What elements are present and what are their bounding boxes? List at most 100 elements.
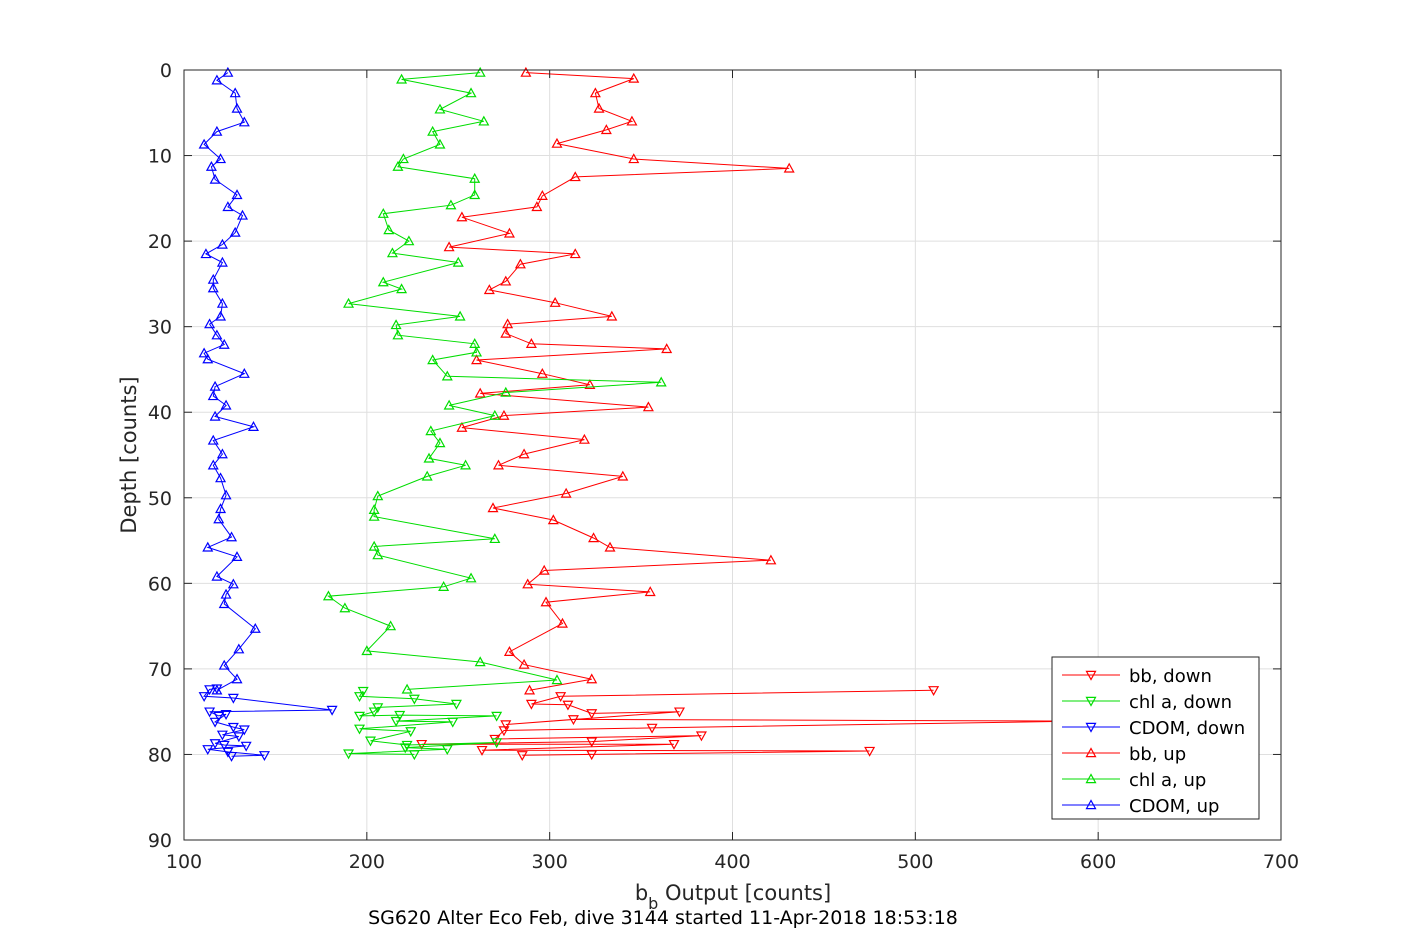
data-point-cdom-up xyxy=(205,160,217,171)
data-point-chl-a-down xyxy=(491,711,503,722)
data-point-bb-up xyxy=(518,658,530,669)
data-point-chl-a-up xyxy=(427,125,439,136)
data-point-cdom-down xyxy=(204,685,216,696)
series-chl-a-down xyxy=(343,686,503,761)
data-point-cdom-up xyxy=(215,153,227,164)
y-tick-label: 60 xyxy=(148,573,172,595)
data-point-cdom-up xyxy=(231,102,243,113)
data-point-cdom-up xyxy=(238,116,250,127)
data-point-cdom-up xyxy=(218,338,230,349)
data-point-chl-a-up xyxy=(421,470,433,481)
data-point-chl-a-up xyxy=(445,199,457,210)
data-point-chl-a-up xyxy=(655,376,667,387)
y-tick-label: 70 xyxy=(148,659,172,681)
data-point-cdom-up xyxy=(218,659,230,670)
data-point-chl-a-up xyxy=(427,354,439,365)
chart-title: SG620 Alter Eco Feb, dive 3144 started 1… xyxy=(368,907,958,929)
data-point-cdom-down xyxy=(198,692,210,703)
data-point-cdom-down xyxy=(220,710,232,720)
data-point-bb-up xyxy=(661,343,673,354)
data-point-bb-up xyxy=(538,564,550,575)
data-point-chl-a-up xyxy=(392,160,404,171)
data-point-chl-a-up xyxy=(454,310,466,321)
series-line-chl-a-down xyxy=(348,690,497,755)
data-point-bb-up xyxy=(483,284,495,295)
data-point-bb-down xyxy=(516,751,528,762)
series-line-bb-down xyxy=(421,689,1079,756)
data-point-bb-up xyxy=(617,470,629,481)
data-point-cdom-up xyxy=(207,459,219,470)
legend-marker xyxy=(1085,696,1097,707)
y-tick-label: 90 xyxy=(148,830,172,852)
series-line-bb-up xyxy=(448,72,790,691)
data-point-chl-a-up xyxy=(434,138,446,149)
data-point-bb-down xyxy=(476,745,488,756)
data-point-cdom-up xyxy=(222,66,234,77)
data-point-chl-a-down xyxy=(354,692,366,703)
plot-area: 100 200 300 400 500 600 700 0 10 20 30 40 50 60 70 80 9… xyxy=(148,60,1299,873)
data-point-bb-up xyxy=(522,578,534,589)
data-point-cdom-up xyxy=(218,598,230,609)
data-point-bb-down xyxy=(668,739,680,750)
data-point-cdom-up xyxy=(231,189,243,200)
data-point-cdom-up xyxy=(227,578,239,589)
data-point-cdom-up xyxy=(213,513,225,524)
x-axis-label-rest: Output [counts] xyxy=(658,881,831,905)
data-point-bb-up xyxy=(628,153,640,164)
x-tick-label: 100 xyxy=(166,851,202,873)
data-point-chl-a-up xyxy=(386,247,398,258)
data-point-bb-up xyxy=(586,673,598,684)
data-point-cdom-down xyxy=(326,705,338,716)
y-tick-label: 20 xyxy=(148,231,172,253)
data-point-cdom-up xyxy=(249,622,261,633)
data-point-chl-a-up xyxy=(385,620,397,631)
data-point-chl-a-up xyxy=(403,235,415,246)
data-point-chl-a-down xyxy=(408,750,420,761)
data-point-bb-down xyxy=(695,731,707,742)
data-point-bb-up xyxy=(518,448,530,459)
legend: bb, down chl a, down CDOM, down bb, up chl a… xyxy=(1051,656,1260,820)
data-point-cdom-up xyxy=(204,318,216,329)
legend-entry-chl-a-down: chl a, down xyxy=(1062,692,1232,713)
data-point-chl-a-up xyxy=(443,399,455,410)
legend-marker xyxy=(1085,773,1097,784)
data-point-bb-up xyxy=(514,258,526,269)
data-point-chl-a-up xyxy=(489,409,501,420)
data-point-chl-a-down xyxy=(368,707,380,718)
y-tick-label: 0 xyxy=(160,60,172,82)
data-point-bb-up xyxy=(536,190,548,200)
data-point-bb-up xyxy=(492,459,504,470)
data-point-chl-a-up xyxy=(397,153,409,164)
data-point-chl-a-up xyxy=(434,103,446,114)
y-tick-label: 30 xyxy=(148,317,172,339)
data-point-chl-a-down xyxy=(390,716,402,727)
data-point-bb-up xyxy=(569,171,581,182)
data-point-bb-up xyxy=(443,241,455,252)
data-point-chl-a-up xyxy=(474,656,486,667)
data-point-chl-a-up xyxy=(339,602,351,613)
data-point-bb-up xyxy=(626,115,638,126)
data-point-chl-a-up xyxy=(372,490,384,501)
data-point-bb-down xyxy=(525,699,537,710)
data-point-chl-a-up xyxy=(474,66,486,77)
data-point-cdom-up xyxy=(209,173,221,184)
data-point-chl-a-up xyxy=(441,370,453,381)
data-point-chl-a-down xyxy=(408,694,420,705)
data-point-chl-a-down xyxy=(399,743,411,754)
data-point-cdom-up xyxy=(220,489,232,500)
series-chl-a-up xyxy=(322,66,667,694)
data-point-bb-up xyxy=(549,296,561,307)
legend-label: CDOM, up xyxy=(1129,796,1219,817)
data-point-cdom-down xyxy=(209,717,221,728)
legend-marker xyxy=(1085,799,1097,810)
data-point-cdom-down xyxy=(240,741,252,752)
data-point-chl-a-down xyxy=(405,727,417,738)
series-group xyxy=(198,66,1084,762)
data-point-chl-a-down xyxy=(343,749,355,760)
data-point-cdom-up xyxy=(209,380,221,391)
data-point-bb-up xyxy=(551,137,563,148)
x-axis-ticks: 100 200 300 400 500 600 700 xyxy=(166,70,1299,873)
data-point-chl-a-up xyxy=(469,189,481,200)
data-point-cdom-up xyxy=(226,531,238,542)
